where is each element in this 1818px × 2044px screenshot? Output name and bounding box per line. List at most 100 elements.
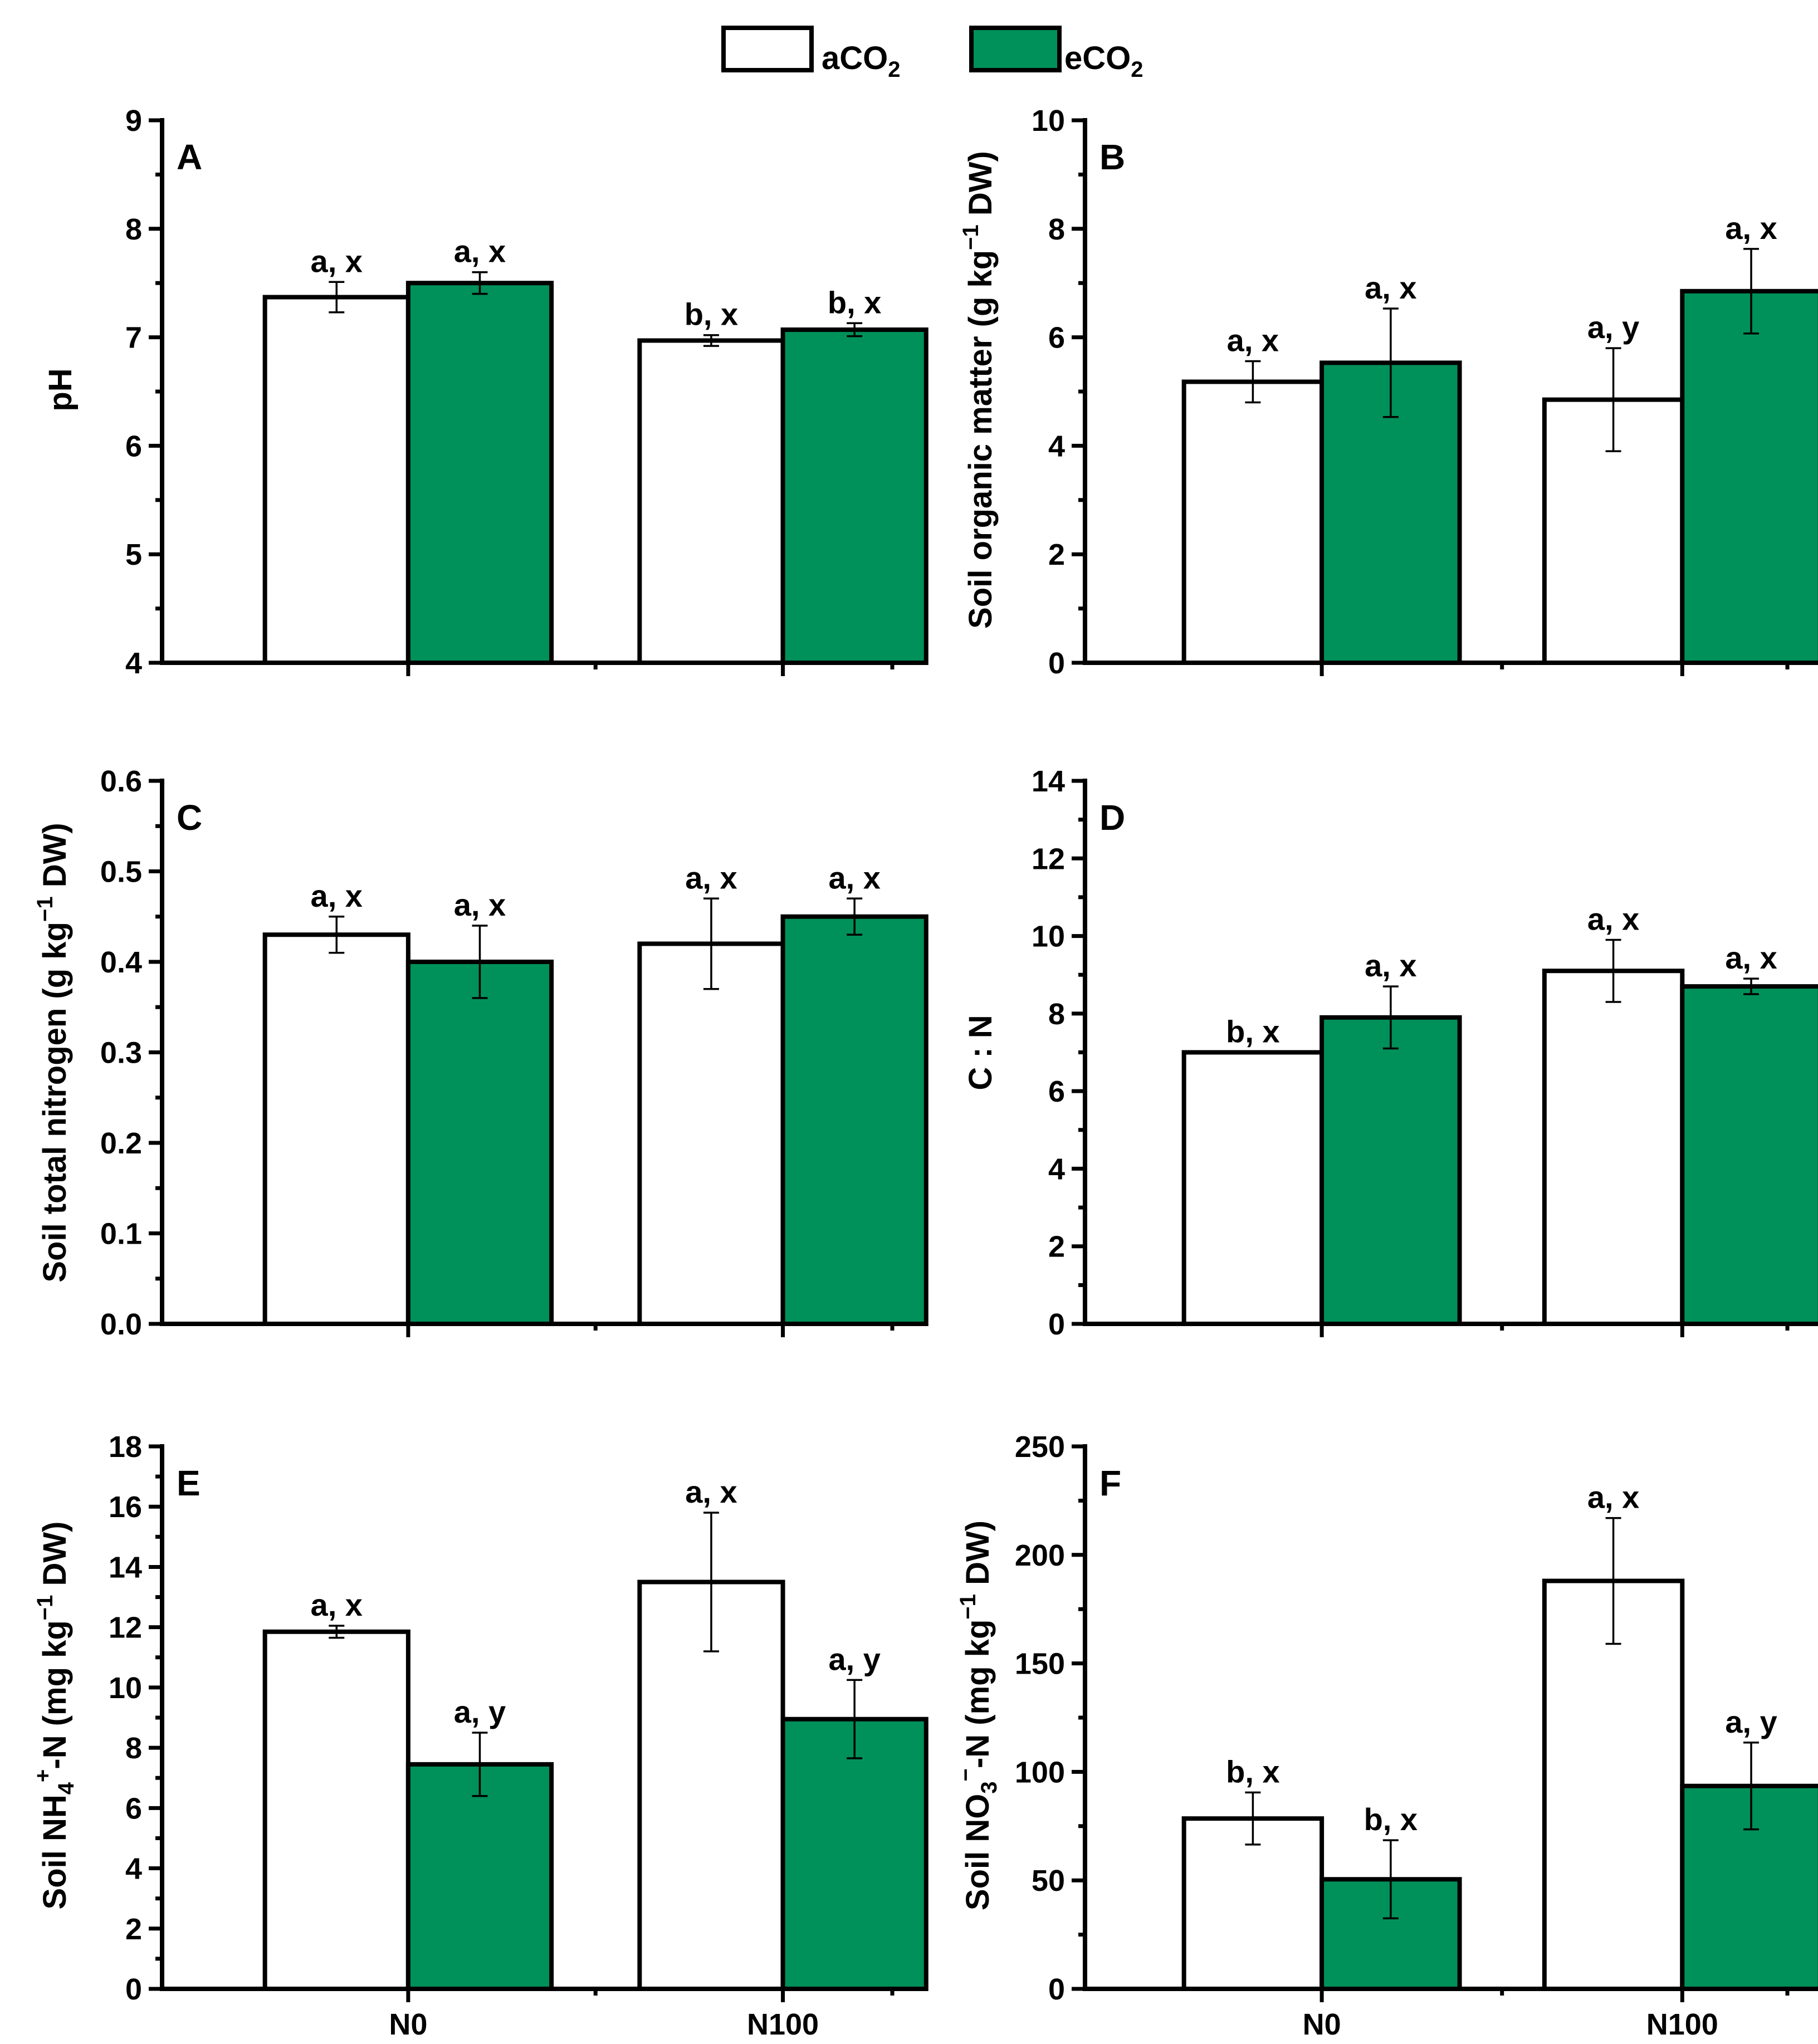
bar-c-aco2-n0 [262,932,410,1326]
sig-label-a-aco2-n100: b, x [685,297,738,332]
x-tick-label-e-n0: N0 [389,2008,427,2041]
y-tick-label-f: 250 [1015,1430,1065,1464]
error-bar-d-eco2-n100 [1743,977,1760,995]
panel-label-d: D [1099,798,1125,838]
sig-label-a-eco2-n100: b, x [828,285,881,320]
error-bar-c-eco2-n100 [847,897,863,936]
bar-b-aco2-n0 [1181,379,1325,666]
error-bar-a-eco2-n0 [472,271,488,295]
legend-swatch-eco2 [969,26,1062,72]
bar-d-aco2-n100 [1542,969,1685,1326]
y-tick-label-c: 0.1 [100,1217,142,1251]
y-tick-label-a: 8 [125,213,142,246]
sig-label-c-aco2-n100: a, x [685,860,737,895]
y-tick-label-d: 4 [1048,1152,1065,1186]
error-bar-f-eco2-n0 [1382,1839,1399,1920]
svg-text:Soil organic matter (g kg−1 DW: Soil organic matter (g kg−1 DW) [959,151,999,629]
svg-text:pH: pH [42,368,79,411]
y-tick-label-d: 8 [1048,997,1065,1031]
panel-d: b, x a, x a, x a, x 0 2 4 6 8 10 12 14 D [1032,765,1818,1341]
y-tick-label-d: 14 [1032,765,1065,798]
bar-f-eco2-n100 [1680,1783,1818,1992]
y-tick-label-b: 6 [1048,321,1065,355]
y-tick-label-b: 8 [1048,213,1065,246]
error-bar-f-aco2-n100 [1605,1517,1621,1645]
y-tick-label-e: 6 [125,1792,142,1825]
y-tick-label-d: 2 [1048,1230,1065,1264]
y-tick-label-f: 50 [1032,1864,1065,1898]
sig-label-d-eco2-n100: a, x [1725,940,1777,975]
y-tick-label-e: 0 [125,1973,142,2006]
x-tick-label-f-n100: N100 [1646,2008,1718,2041]
error-bar-a-eco2-n100 [847,322,863,338]
y-tick-label-b: 4 [1048,429,1065,463]
panel-f: b, x a, x b, x a, y 0 50 100 150 200 250 N0 N100 F [1015,1430,1818,2041]
sig-label-c-aco2-n0: a, x [311,878,363,913]
error-bar-a-aco2-n0 [329,281,345,314]
y-tick-label-a: 6 [125,429,142,463]
y-tick-label-c: 0.5 [100,855,142,889]
panel-label-f: F [1099,1463,1121,1503]
legend-label-eco2: eCO2 [1064,40,1143,82]
error-bar-c-aco2-n100 [703,897,719,990]
y-tick-label-b: 2 [1048,538,1065,571]
y-tick-label-d: 12 [1032,842,1065,876]
bar-a-aco2-n100 [637,338,785,665]
y-tick-label-a: 7 [125,321,142,355]
panel-a: a, x b, x a, x b, x 4 5 6 7 8 9 A [125,104,928,680]
bar-a-eco2-n100 [780,327,928,665]
bar-c-eco2-n100 [780,914,928,1326]
y-tick-label-e: 2 [125,1913,142,1946]
bar-d-eco2-n100 [1680,984,1818,1327]
panel-e: a, x a, x a, y a, y 0 2 4 6 8 10 12 14 16 18 N0 N100 E [109,1430,928,2041]
sig-label-e-eco2-n100: a, y [828,1641,880,1676]
y-tick-label-c: 0.0 [100,1308,142,1341]
sig-label-d-aco2-n0: b, x [1226,1014,1279,1049]
sig-label-b-aco2-n0: a, x [1227,322,1279,358]
bar-d-eco2-n0 [1319,1015,1462,1326]
sig-label-a-eco2-n0: a, x [454,234,506,269]
error-bar-a-aco2-n100 [703,334,719,347]
ylabel-d: C : N [962,1015,999,1090]
y-tick-label-a: 5 [125,538,142,571]
sig-label-f-eco2-n0: b, x [1364,1802,1418,1837]
y-tick-label-d: 0 [1048,1308,1065,1341]
y-tick-label-c: 0.4 [100,946,142,979]
bar-c-aco2-n100 [637,941,785,1326]
sig-label-b-eco2-n100: a, x [1725,211,1777,246]
sig-label-c-eco2-n0: a, x [454,887,506,922]
ylabel-b: Soil organic matter (g kg−1 DW) [959,151,999,629]
bar-e-aco2-n0 [262,1629,410,1992]
sig-label-f-aco2-n0: b, x [1226,1754,1279,1789]
panel-label-a: A [177,137,202,177]
y-tick-label-f: 150 [1015,1647,1065,1681]
legend-label-aco2: aCO2 [822,40,901,82]
y-tick-label-e: 4 [125,1852,142,1886]
y-tick-label-e: 8 [125,1732,142,1765]
sig-label-d-eco2-n0: a, x [1365,948,1416,983]
y-tick-label-e: 10 [109,1671,142,1705]
panel-b: a, x a, y a, x a, x 0 2 4 6 8 10 B [1032,104,1818,680]
sig-label-d-aco2-n100: a, x [1587,902,1639,937]
svg-text:C : N: C : N [962,1015,999,1090]
ylabel-c: Soil total nitrogen (g kg−1 DW) [33,823,73,1282]
svg-text:Soil NH4+-N (mg kg−1 DW): Soil NH4+-N (mg kg−1 DW) [31,1522,79,1910]
y-tick-label-d: 10 [1032,920,1065,953]
y-tick-label-e: 18 [109,1430,142,1464]
panel-label-c: C [177,798,202,838]
svg-text:Soil NO3−-N (mg kg−1 DW): Soil NO3−-N (mg kg−1 DW) [954,1520,1001,1910]
error-bar-d-aco2-n100 [1605,938,1621,1003]
error-bar-e-aco2-n0 [329,1625,345,1639]
error-bar-e-aco2-n100 [703,1512,719,1652]
error-bar-e-eco2-n0 [472,1732,488,1797]
bar-c-eco2-n0 [405,960,554,1326]
error-bar-e-eco2-n100 [847,1679,863,1759]
y-tick-label-d: 6 [1048,1075,1065,1108]
error-bar-b-aco2-n100 [1605,347,1621,452]
bar-b-eco2-n100 [1680,288,1818,665]
y-tick-label-e: 16 [109,1490,142,1524]
x-tick-label-f-n0: N0 [1303,2008,1341,2041]
ylabel-a: pH [42,368,79,411]
ylabel-e: Soil NH4+-N (mg kg−1 DW) [31,1522,79,1910]
bar-d-aco2-n0 [1181,1050,1325,1326]
